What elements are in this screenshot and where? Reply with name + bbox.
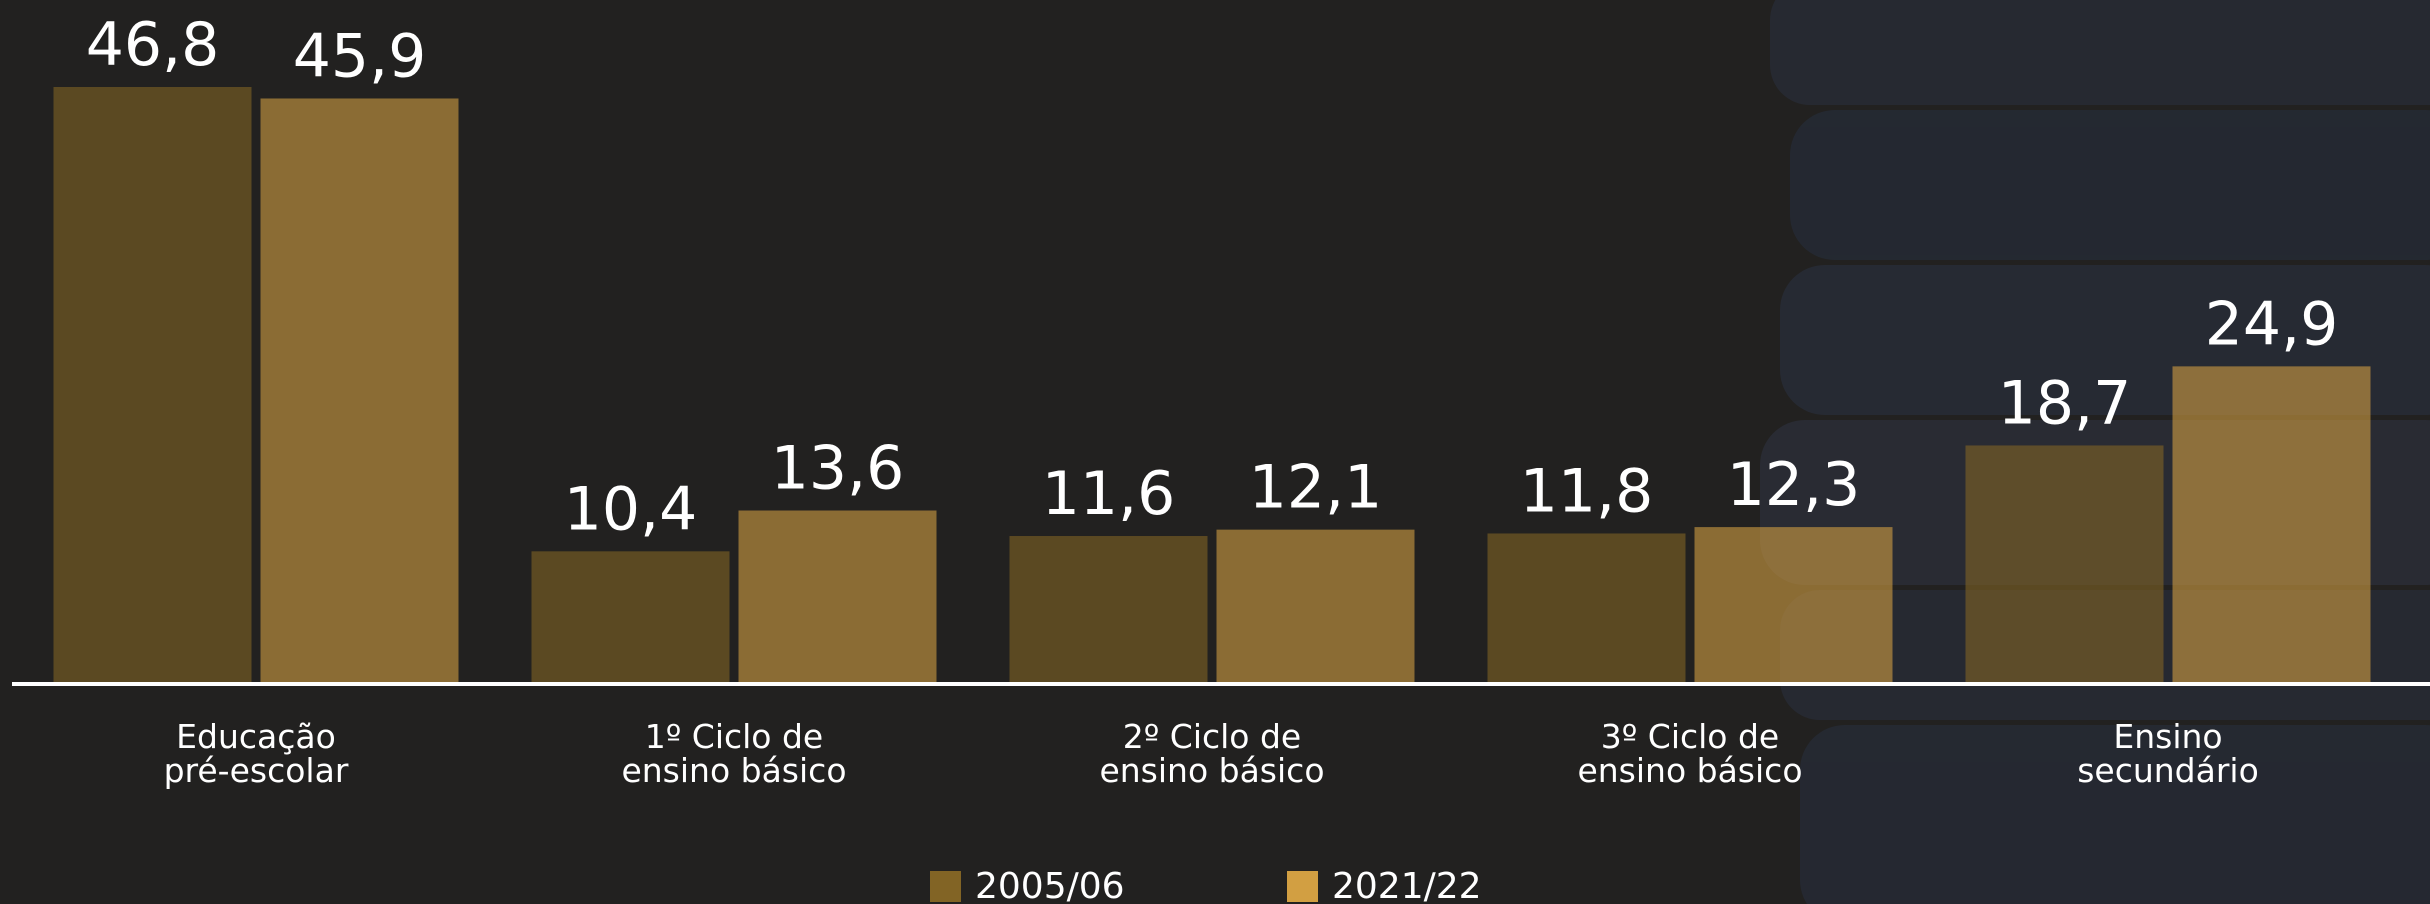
legend-label: 2021/22 xyxy=(1332,866,1482,904)
book xyxy=(1800,725,2430,904)
value-label: 12,3 xyxy=(1727,450,1861,520)
bar xyxy=(1216,529,1415,684)
value-label: 18,7 xyxy=(1998,368,2132,438)
legend-swatch xyxy=(1287,871,1318,902)
value-label: 45,9 xyxy=(293,21,427,91)
value-label: 10,4 xyxy=(564,474,698,544)
legend-label: 2005/06 xyxy=(975,866,1125,904)
bar xyxy=(531,551,730,684)
value-label: 46,8 xyxy=(86,10,220,80)
legend-item: 2021/22 xyxy=(1287,866,1482,904)
value-label: 11,6 xyxy=(1042,459,1176,529)
book xyxy=(1770,0,2430,105)
bar xyxy=(1009,536,1208,684)
legend-item: 2005/06 xyxy=(930,866,1125,904)
x-tick-label: 2º Ciclo de ensino básico xyxy=(1099,717,1325,790)
book xyxy=(1790,110,2430,260)
x-tick-label: Educação pré-escolar xyxy=(163,717,349,790)
value-label: 11,8 xyxy=(1520,456,1654,526)
x-tick-label: Ensino secundário xyxy=(2077,717,2259,790)
value-label: 24,9 xyxy=(2205,289,2339,359)
bar xyxy=(2172,366,2371,684)
bar xyxy=(738,510,937,684)
bar xyxy=(53,87,252,684)
bar xyxy=(260,98,459,684)
legend-swatch xyxy=(930,871,961,902)
value-label: 13,6 xyxy=(771,434,905,504)
bar xyxy=(1965,445,2164,684)
x-tick-label: 3º Ciclo de ensino básico xyxy=(1577,717,1803,790)
value-label: 12,1 xyxy=(1249,453,1383,523)
bar xyxy=(1694,527,1893,684)
bar xyxy=(1487,533,1686,684)
x-tick-label: 1º Ciclo de ensino básico xyxy=(621,717,847,790)
